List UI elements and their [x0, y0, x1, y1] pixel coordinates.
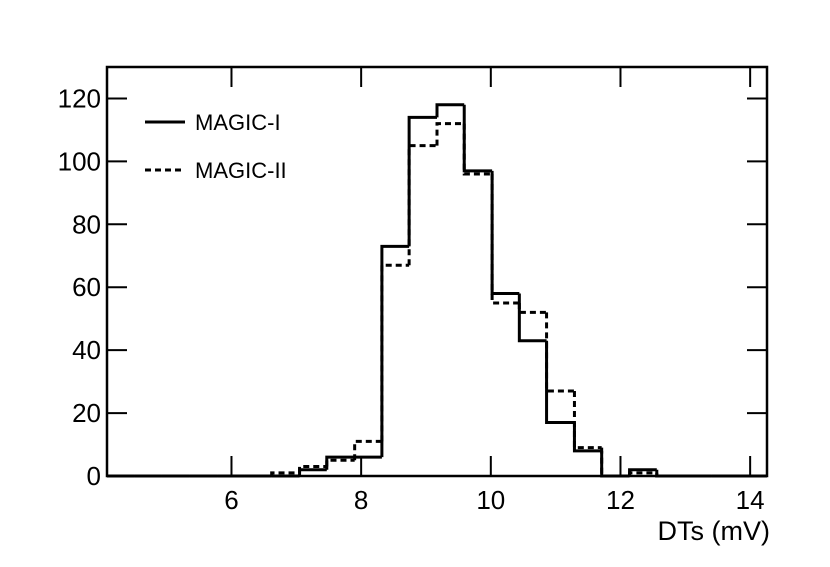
y-tick-label: 20 [72, 398, 101, 428]
x-tick-label: 10 [476, 485, 505, 515]
histogram-bin [407, 144, 437, 266]
y-tick-label: 120 [58, 83, 101, 113]
histogram-bin [572, 391, 602, 450]
x-tick-label: 6 [224, 485, 238, 515]
legend-label: MAGIC-II [195, 158, 287, 183]
histogram-bin [545, 340, 575, 425]
histogram-bin [490, 170, 520, 296]
y-tick-label: 0 [87, 461, 101, 491]
y-tick-label: 40 [72, 335, 101, 365]
histogram-bin [435, 103, 465, 118]
histogram-bin [407, 115, 437, 247]
histogram-bin [380, 263, 410, 442]
histogram-bin [517, 302, 547, 314]
histogram-bin [600, 450, 630, 478]
histogram-bin [462, 104, 493, 173]
histogram-bin [517, 293, 547, 343]
legend-label: MAGIC-I [195, 110, 281, 135]
histogram-bin [462, 123, 493, 176]
x-tick-label: 14 [736, 485, 765, 515]
x-tick-label: 8 [354, 485, 368, 515]
y-tick-label: 60 [72, 272, 101, 302]
plot-frame [105, 65, 769, 478]
histogram-bin [435, 122, 465, 146]
histogram-bin [490, 173, 520, 305]
y-tick-label: 100 [58, 146, 101, 176]
y-tick-label: 80 [72, 209, 101, 239]
x-tick-label: 12 [606, 485, 635, 515]
histogram-bin [325, 458, 355, 467]
histogram-bin [298, 465, 327, 473]
histogram-bin [600, 447, 630, 478]
histogram-bin [380, 244, 410, 458]
histogram-bin [545, 312, 575, 393]
x-axis-label: DTs (mV) [658, 516, 770, 546]
